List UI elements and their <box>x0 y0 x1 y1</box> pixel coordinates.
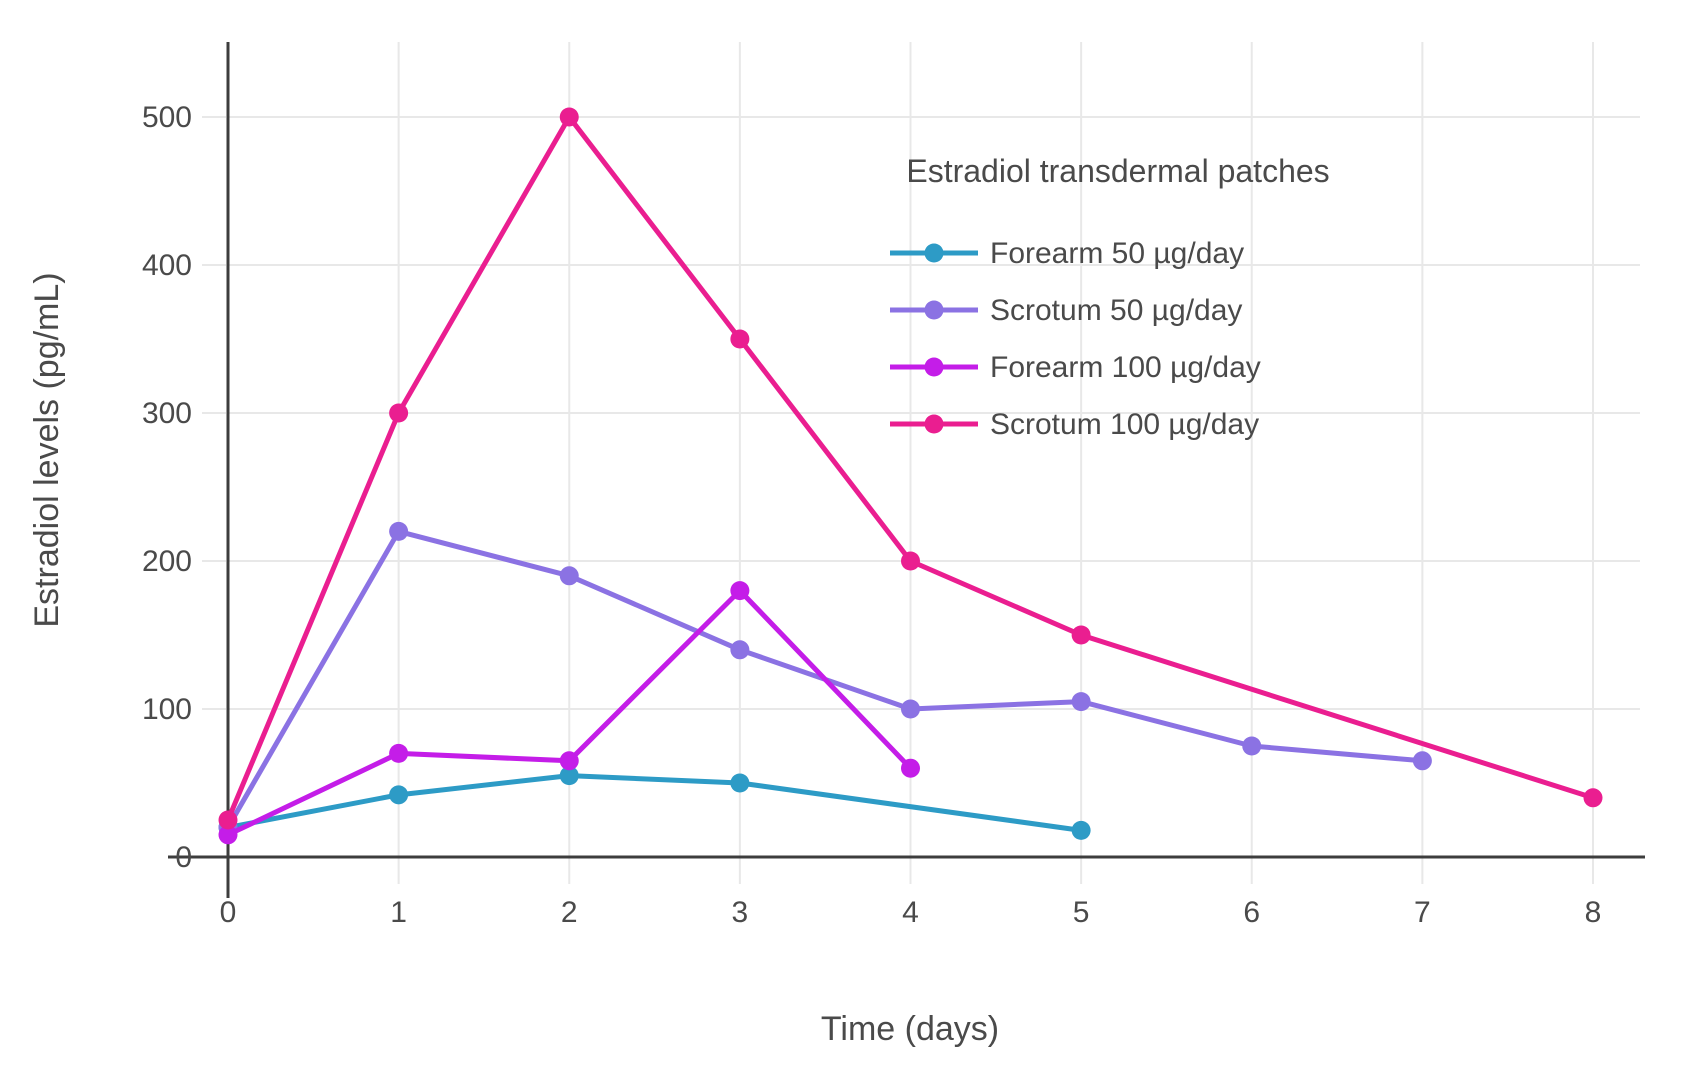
series-forearm-100-g-day <box>218 581 920 845</box>
series-line <box>225 773 1084 833</box>
legend-item-label: Forearm 100 µg/day <box>990 351 1261 384</box>
tick-labels: 0 1 2 3 4 5 6 7 8 0 100 200 300 400 500 <box>142 101 1601 929</box>
data-point <box>730 581 750 601</box>
legend-item-scrotum-50-g-day[interactable]: Scrotum 50 µg/day <box>890 294 1242 327</box>
legend-item-label: Scrotum 50 µg/day <box>990 294 1242 327</box>
x-tick-label: 0 <box>220 896 237 929</box>
data-point <box>559 751 579 771</box>
legend-item-forearm-50-g-day[interactable]: Forearm 50 µg/day <box>890 237 1244 270</box>
data-point <box>559 566 579 586</box>
data-point <box>559 766 579 786</box>
x-axis-title: Time (days) <box>821 1010 999 1048</box>
data-point <box>1071 692 1091 712</box>
legend-item-scrotum-100-g-day[interactable]: Scrotum 100 µg/day <box>890 408 1259 441</box>
legend-swatch-marker <box>924 243 944 263</box>
y-tick-label: 0 <box>175 841 192 874</box>
y-tick-label: 300 <box>142 397 192 430</box>
x-tick-label: 6 <box>1243 896 1260 929</box>
data-point <box>1583 788 1603 808</box>
x-tick-label: 3 <box>732 896 749 929</box>
data-point <box>730 773 750 793</box>
data-point <box>730 329 750 349</box>
data-point <box>389 743 409 763</box>
data-point <box>559 107 579 127</box>
x-tick-label: 8 <box>1585 896 1602 929</box>
data-point <box>1242 736 1262 756</box>
series-layer <box>218 107 1603 845</box>
data-point <box>1071 625 1091 645</box>
data-point <box>1412 751 1432 771</box>
legend-swatch-marker <box>924 300 944 320</box>
legend-item-label: Forearm 50 µg/day <box>990 237 1244 270</box>
y-tick-label: 400 <box>142 249 192 282</box>
x-tick-label: 1 <box>390 896 407 929</box>
data-point <box>901 758 920 778</box>
data-point <box>901 699 920 719</box>
y-tick-label: 200 <box>142 545 192 578</box>
x-tick-label: 4 <box>902 896 919 929</box>
data-point <box>389 521 409 541</box>
legend-swatch-marker <box>924 357 944 377</box>
gridlines <box>202 42 1640 884</box>
series-scrotum-100-g-day <box>218 107 1603 830</box>
data-point <box>389 785 409 805</box>
legend-item-forearm-100-g-day[interactable]: Forearm 100 µg/day <box>890 351 1261 384</box>
x-tick-label: 7 <box>1414 896 1431 929</box>
data-point <box>1071 820 1091 840</box>
legend-items: Forearm 50 µg/day Scrotum 50 µg/day Forear… <box>890 237 1261 441</box>
x-tick-label: 2 <box>561 896 578 929</box>
data-point <box>389 403 409 423</box>
legend-item-label: Scrotum 100 µg/day <box>990 408 1259 441</box>
y-tick-label: 500 <box>142 101 192 134</box>
x-tick-label: 5 <box>1073 896 1090 929</box>
y-tick-label: 100 <box>142 693 192 726</box>
y-axis-title: Estradiol levels (pg/mL) <box>28 272 66 627</box>
data-point <box>218 810 238 830</box>
data-point <box>218 825 238 845</box>
legend: Estradiol transdermal patches Forearm 50… <box>890 153 1330 441</box>
axes <box>168 42 1645 898</box>
legend-title: Estradiol transdermal patches <box>906 153 1329 189</box>
data-point <box>730 640 750 660</box>
data-point <box>901 551 920 571</box>
legend-swatch-marker <box>924 414 944 434</box>
